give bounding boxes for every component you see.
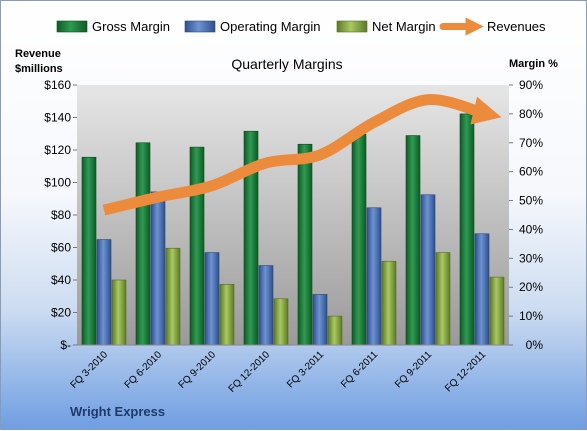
bar-gross-margin-fq-9-2010 — [190, 147, 204, 345]
x-tick-label-fq-3-2010: FQ 3-2010 — [69, 349, 111, 391]
left-tick-label: $80 — [51, 208, 71, 222]
legend-swatch-operating-margin — [185, 21, 215, 32]
right-tick-label: 80% — [519, 107, 543, 121]
bar-net-margin-fq-3-2010 — [112, 280, 126, 345]
right-axis: 0% 10% 20% 30% 40% 50% 60% 70% 80% 90% — [509, 78, 543, 352]
bar-operating-margin-fq-3-2011 — [313, 294, 327, 345]
right-tick-label: 0% — [526, 338, 544, 352]
right-axis-title: Margin % — [509, 58, 558, 70]
left-tick-label: $120 — [44, 143, 71, 157]
bar-net-margin-fq-9-2010 — [220, 284, 234, 345]
legend-label-net-margin: Net Margin — [372, 19, 436, 34]
legend-swatch-net-margin — [337, 21, 367, 32]
right-tick-label: 70% — [519, 136, 543, 150]
x-tick-label-fq-9-2011: FQ 9-2011 — [393, 349, 434, 390]
company-name: Wright Express — [70, 404, 165, 419]
legend-swatch-gross-margin — [57, 21, 87, 32]
x-tick-label-fq-6-2010: FQ 6-2010 — [123, 349, 165, 391]
x-tick-label-fq-9-2010: FQ 9-2010 — [177, 349, 219, 391]
left-tick-label: $60 — [51, 241, 71, 255]
legend-label-operating-margin: Operating Margin — [220, 19, 320, 34]
bar-gross-margin-fq-12-2011 — [460, 114, 474, 345]
bar-operating-margin-fq-3-2010 — [97, 240, 111, 345]
x-tick-label-fq-12-2011: FQ 12-2011 — [443, 349, 488, 394]
bar-net-margin-fq-3-2011 — [328, 316, 342, 345]
x-tick-label-fq-12-2010: FQ 12-2010 — [227, 349, 273, 395]
right-tick-label: 20% — [519, 280, 543, 294]
bar-net-margin-fq-6-2011 — [382, 261, 396, 345]
bar-operating-margin-fq-12-2010 — [259, 266, 273, 345]
right-tick-label: 10% — [519, 309, 543, 323]
left-tick-label: $100 — [44, 176, 71, 190]
left-tick-label: $160 — [44, 78, 71, 92]
chart-title: Quarterly Margins — [231, 56, 342, 72]
right-tick-label: 50% — [519, 194, 543, 208]
legend-label-revenues: Revenues — [487, 19, 546, 34]
left-axis: $- $20 $40 $60 $80 $100 $120 $140 $160 — [44, 78, 77, 352]
right-tick-label: 40% — [519, 222, 543, 236]
right-tick-label: 30% — [519, 251, 543, 265]
bar-net-margin-fq-6-2010 — [166, 248, 180, 345]
x-tick-label-fq-3-2011: FQ 3-2011 — [285, 349, 326, 390]
left-axis-title-line-1: Revenue — [15, 48, 61, 60]
bar-net-margin-fq-12-2010 — [274, 299, 288, 345]
bar-gross-margin-fq-6-2010 — [136, 143, 150, 345]
bar-operating-margin-fq-6-2011 — [367, 208, 381, 345]
legend: Gross Margin Operating Margin Net Margin… — [57, 19, 546, 34]
x-tick-label-fq-6-2011: FQ 6-2011 — [339, 349, 380, 390]
bar-operating-margin-fq-6-2010 — [151, 192, 165, 345]
bar-operating-margin-fq-9-2010 — [205, 253, 219, 345]
right-tick-label: 60% — [519, 165, 543, 179]
bar-gross-margin-fq-9-2011 — [406, 136, 420, 345]
bar-operating-margin-fq-9-2011 — [421, 195, 435, 345]
left-tick-label: $20 — [51, 306, 71, 320]
bar-net-margin-fq-9-2011 — [436, 253, 450, 345]
bar-gross-margin-fq-3-2010 — [82, 157, 96, 345]
right-tick-label: 90% — [519, 78, 543, 92]
left-axis-title-line-2: $millions — [15, 63, 63, 75]
left-tick-label: $- — [60, 338, 71, 352]
bar-gross-margin-fq-3-2011 — [298, 144, 312, 345]
bar-gross-margin-fq-6-2011 — [352, 134, 366, 345]
left-tick-label: $40 — [51, 273, 71, 287]
bar-operating-margin-fq-12-2011 — [475, 234, 489, 345]
left-tick-label: $140 — [44, 111, 71, 125]
bar-net-margin-fq-12-2011 — [490, 277, 504, 345]
legend-label-gross-margin: Gross Margin — [92, 19, 170, 34]
